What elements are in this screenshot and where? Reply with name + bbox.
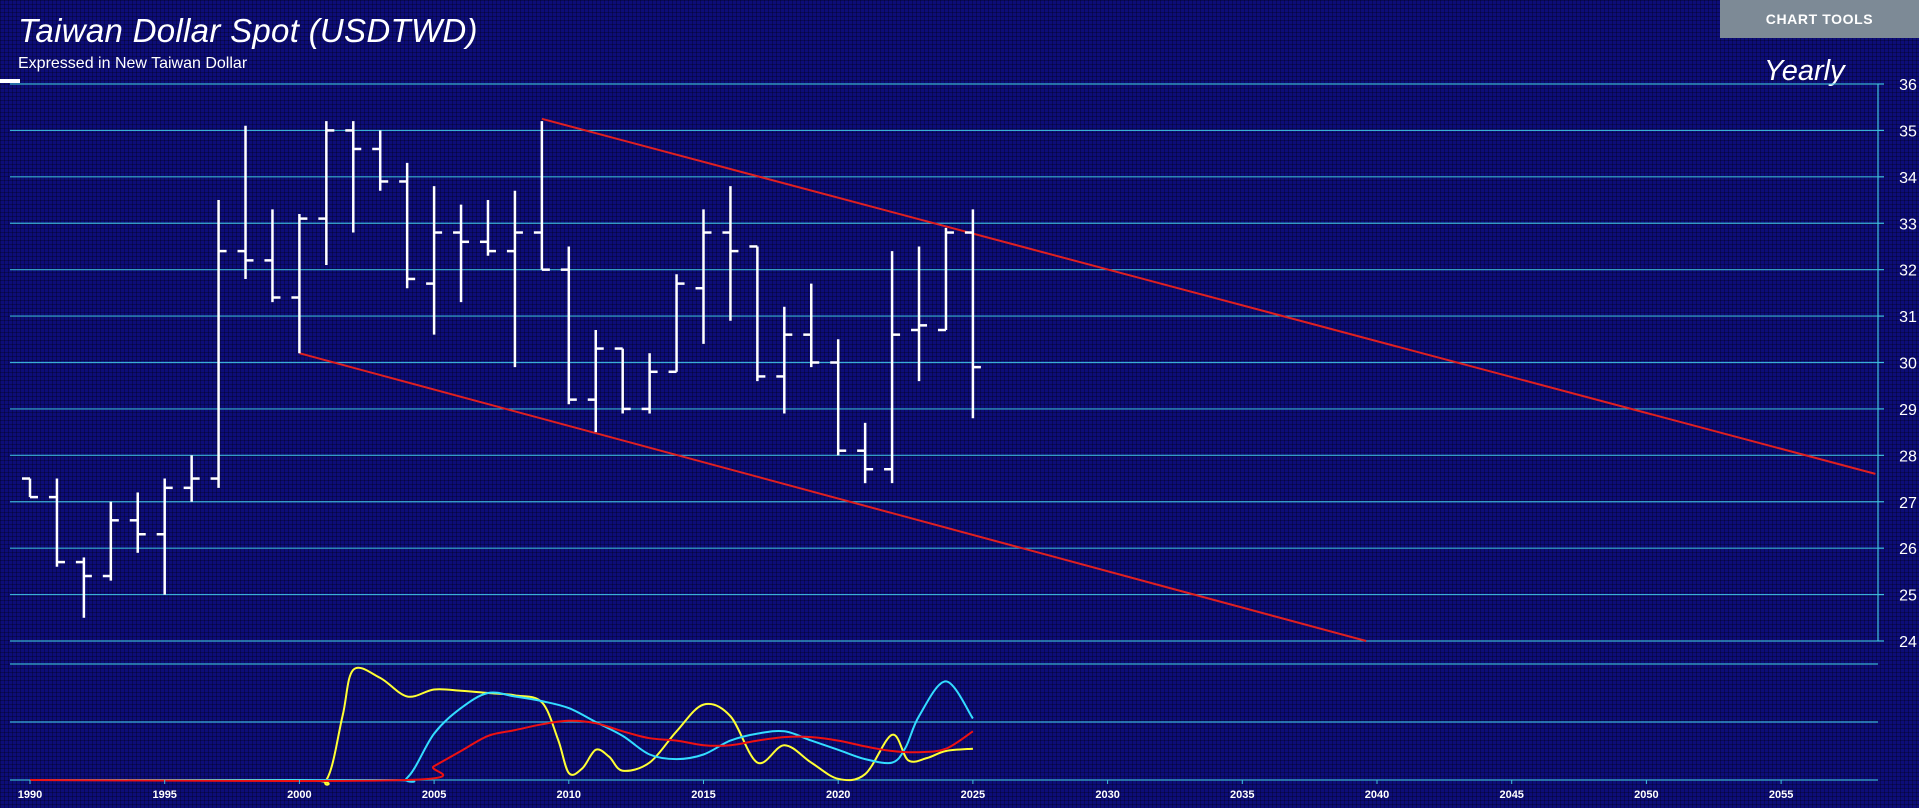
ohlc-bar-2017	[749, 245, 766, 382]
y-tick-label: 34	[1899, 170, 1917, 187]
y-tick-label: 32	[1899, 263, 1917, 280]
x-axis: 1990 1995 2000 2005 2010 2015 2020 2025 2030 2035…	[18, 780, 1793, 801]
ohlc-bar-1995	[156, 478, 173, 595]
ohlc-bar-2012	[614, 347, 631, 414]
y-tick-label: 25	[1899, 588, 1917, 605]
y-tick-label: 30	[1899, 356, 1917, 373]
y-tick-label: 29	[1899, 402, 1917, 419]
x-tick-label: 2030	[1095, 789, 1119, 801]
ohlc-bar-2002	[345, 121, 362, 233]
x-tick-label: 2000	[287, 789, 311, 801]
x-tick-label: 2050	[1634, 789, 1658, 801]
x-tick-label: 2055	[1769, 789, 1793, 801]
ohlc-bar-1999	[264, 209, 281, 303]
ohlc-bar-1994	[129, 492, 146, 553]
ohlc-bar-2005	[426, 186, 443, 335]
ohlc-bar-1997	[210, 200, 227, 488]
y-tick-label: 33	[1899, 216, 1917, 233]
y-tick-label: 36	[1899, 77, 1917, 94]
x-tick-label: 2035	[1230, 789, 1254, 801]
ohlc-bar-2000	[291, 213, 308, 354]
ohlc-bar-2016	[722, 186, 739, 321]
ohlc-bar-2019	[803, 283, 820, 368]
ohlc-bar-2020	[830, 339, 847, 456]
ohlc-bar-2025	[964, 209, 981, 419]
ohlc-bar-1990	[22, 477, 38, 499]
x-tick-label: 2045	[1499, 789, 1523, 801]
ohlc-bar-2021	[857, 422, 874, 484]
ohlc-bar-2010	[560, 246, 577, 405]
ohlc-bar-2014	[668, 274, 685, 374]
trendline-2	[299, 352, 1367, 642]
oscillator-line-cyan	[29, 680, 974, 783]
x-tick-label: 2015	[691, 789, 715, 801]
x-tick-label: 2025	[961, 789, 985, 801]
trendline-1	[541, 117, 1876, 475]
ohlc-bar-1993	[102, 501, 119, 581]
ohlc-bars	[22, 121, 981, 618]
ohlc-bar-1998	[237, 125, 254, 279]
y-tick-label: 26	[1899, 541, 1917, 558]
x-tick-label: 1995	[152, 789, 176, 801]
x-tick-label: 2010	[557, 789, 581, 801]
ohlc-bar-2003	[372, 130, 389, 191]
y-tick-label: 35	[1899, 123, 1917, 140]
chart-title: Taiwan Dollar Spot (USDTWD)	[18, 12, 478, 49]
ohlc-bar-2009	[533, 121, 550, 271]
ohlc-bar-2001	[318, 121, 335, 266]
x-tick-label: 2020	[826, 789, 850, 801]
chart-tools-button[interactable]: CHART TOOLS	[1720, 0, 1919, 38]
ohlc-bar-2015	[695, 209, 712, 344]
y-tick-label: 24	[1899, 634, 1917, 651]
chart-subtitle: Expressed in New Taiwan Dollar	[18, 55, 248, 72]
ohlc-bar-2013	[641, 353, 658, 414]
x-tick-label: 2005	[422, 789, 446, 801]
ohlc-bar-2022	[884, 251, 901, 484]
title-marker	[0, 79, 20, 83]
ohlc-bar-1996	[183, 455, 200, 502]
oscillator-panel	[10, 663, 1878, 786]
trendlines	[299, 117, 1876, 642]
y-tick-label: 31	[1899, 309, 1917, 326]
y-tick-label: 27	[1899, 495, 1917, 512]
ohlc-bar-2006	[453, 204, 470, 303]
oscillator-line-yellow	[30, 666, 973, 786]
ohlc-bar-2024	[937, 227, 954, 332]
y-tick-label: 28	[1899, 448, 1917, 465]
ohlc-bar-2004	[399, 162, 416, 289]
ohlc-bar-2011	[587, 330, 604, 433]
x-tick-label: 2040	[1365, 789, 1389, 801]
ohlc-bar-2023	[911, 246, 928, 382]
x-tick-label: 1990	[18, 789, 42, 801]
y-axis: 24 25 26 27 28 29 30 31 32 33 34 35 36	[1877, 77, 1917, 651]
oscillator-line-red	[29, 719, 974, 783]
ohlc-bar-2007	[479, 200, 496, 256]
ohlc-bar-2008	[506, 190, 523, 368]
period-label: Yearly	[1764, 55, 1845, 87]
ohlc-bar-1992	[75, 557, 92, 618]
ohlc-bar-1991	[48, 478, 65, 567]
ohlc-bar-2018	[776, 306, 793, 414]
gridlines	[10, 83, 1878, 642]
